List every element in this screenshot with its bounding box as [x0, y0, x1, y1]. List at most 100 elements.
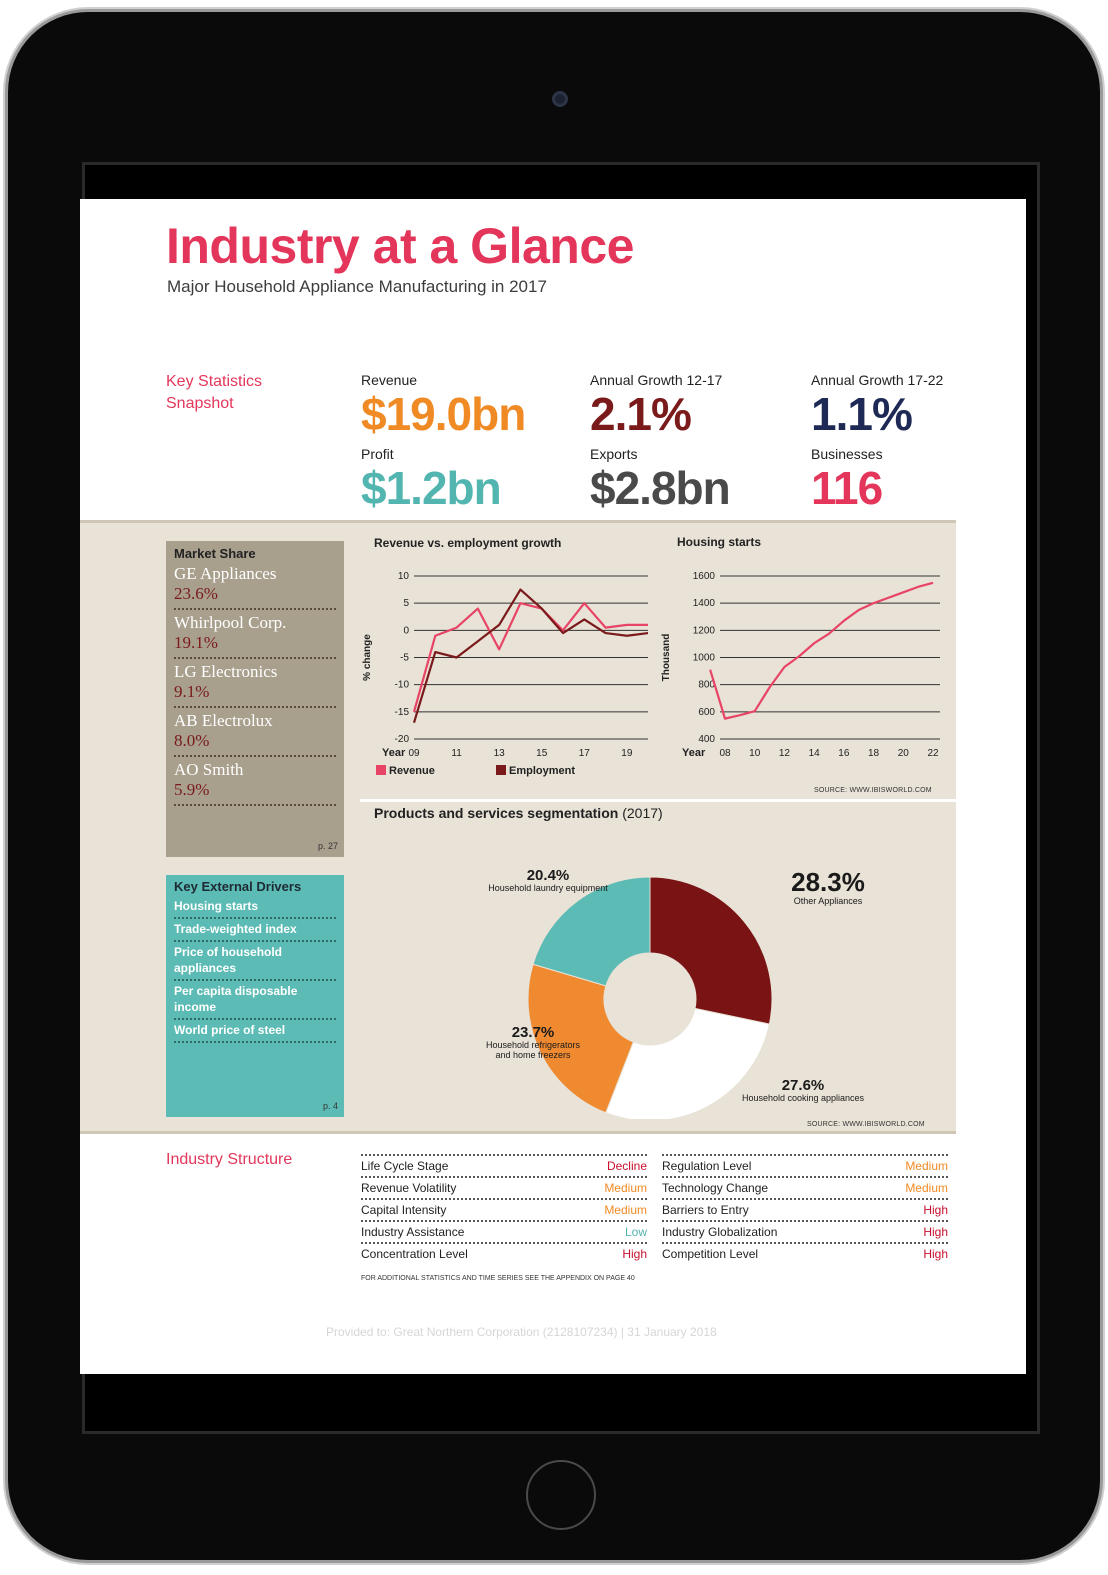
camera-icon [552, 91, 568, 107]
band-divider [360, 799, 956, 802]
y-tick-label: 5 [403, 598, 409, 609]
market-share-company: LG Electronics [174, 662, 278, 681]
slice-name-label: Household laundry equipment [488, 883, 608, 893]
market-share-title: Market Share [174, 546, 256, 561]
provided-to-watermark: Provided to: Great Northern Corporation … [326, 1325, 717, 1339]
y-tick-label: -5 [400, 653, 409, 664]
external-drivers-list: Housing starts Trade-weighted index Price … [174, 896, 336, 1043]
structure-level: High [923, 1247, 948, 1261]
y-tick-label: 1400 [693, 598, 716, 609]
housing-starts-chart: 1600 1400 1200 1000 800 600 400 Year 08 10 12 14 16 1… [661, 571, 940, 759]
slice-percent-label: 20.4% [527, 867, 570, 884]
industry-structure-row: Technology Change Medium [662, 1176, 948, 1198]
industry-structure-row: Barriers to Entry High [662, 1198, 948, 1220]
structure-metric: Competition Level [662, 1247, 759, 1261]
industry-structure-row: Industry Globalization High [662, 1220, 948, 1242]
slice-name-label: Other Appliances [794, 896, 863, 906]
market-share-item: AO Smith 5.9% [174, 757, 336, 806]
structure-level: High [622, 1247, 647, 1261]
industry-structure-row: Regulation Level Medium [662, 1154, 948, 1176]
home-button[interactable] [526, 1460, 596, 1530]
structure-metric: Regulation Level [662, 1159, 752, 1173]
market-share-item: LG Electronics 9.1% [174, 659, 336, 708]
stat-value: $1.2bn [361, 462, 502, 514]
x-tick-label: 09 [408, 748, 420, 759]
slice-name-label: Household cooking appliances [742, 1093, 865, 1103]
market-share-percent: 9.1% [174, 682, 210, 701]
industry-structure-row: Capital Intensity Medium [361, 1198, 647, 1220]
report-page: Industry at a Glance Major Household App… [80, 199, 1026, 1374]
market-share-item: AB Electrolux 8.0% [174, 708, 336, 757]
x-tick-label: 22 [927, 748, 939, 759]
key-statistics-label: Key Statistics Snapshot [166, 371, 316, 415]
key-statistics-label-line1: Key Statistics [166, 373, 263, 390]
external-drivers-title: Key External Drivers [174, 879, 302, 894]
page-subtitle: Major Household Appliance Manufacturing … [167, 277, 547, 296]
donut-slice [527, 963, 634, 1114]
structure-metric: Industry Assistance [361, 1225, 465, 1239]
market-share-page-ref: p. 27 [317, 841, 338, 851]
industry-structure-left-column: Life Cycle Stage Decline Revenue Volatilit… [361, 1154, 647, 1264]
market-share-company: GE Appliances [174, 564, 277, 583]
chart-title-housing-starts: Housing starts [677, 535, 762, 549]
market-share-company: AO Smith [174, 760, 244, 779]
market-share-company: AB Electrolux [174, 711, 273, 730]
stat-label: Annual Growth 12-17 [590, 372, 723, 388]
slice-name-label: and home freezers [495, 1050, 571, 1060]
legend-label: Employment [509, 765, 575, 777]
key-statistics-label-line2: Snapshot [166, 395, 234, 412]
segmentation-donut-chart: 28.3%Other Appliances 27.6%Household cook… [486, 867, 865, 1119]
x-tick-label: 18 [868, 748, 880, 759]
x-tick-label: 11 [451, 748, 462, 759]
y-tick-label: 600 [698, 707, 715, 718]
stat-growth-12-17: Annual Growth 12-17 2.1% [590, 372, 722, 440]
market-share-percent: 5.9% [174, 780, 210, 799]
industry-structure-row: Revenue Volatility Medium [361, 1176, 647, 1198]
stat-revenue: Revenue $19.0bn [361, 372, 526, 440]
y-tick-label: -15 [395, 707, 410, 718]
market-share-list: GE Appliances 23.6% Whirlpool Corp. 19.1% LG… [174, 561, 336, 806]
x-tick-label: 17 [579, 748, 591, 759]
stat-exports: Exports $2.8bn [590, 446, 731, 514]
market-share-percent: 19.1% [174, 633, 218, 652]
series-line [709, 581, 934, 720]
segmentation-title: Products and services segmentation (2017… [374, 805, 663, 821]
structure-metric: Life Cycle Stage [361, 1159, 449, 1173]
structure-level: Low [624, 1225, 647, 1239]
structure-level: High [923, 1203, 948, 1217]
structure-metric: Revenue Volatility [361, 1181, 457, 1195]
industry-structure-row: Industry Assistance Low [361, 1220, 647, 1242]
industry-structure-label: Industry Structure [166, 1151, 293, 1168]
market-share-item: GE Appliances 23.6% [174, 561, 336, 610]
chart-title-revenue-employment: Revenue vs. employment growth [374, 536, 562, 550]
structure-level: Medium [604, 1181, 647, 1195]
x-tick-label: 14 [809, 748, 821, 759]
slice-percent-label: 27.6% [782, 1077, 825, 1094]
stat-value: $19.0bn [361, 388, 526, 440]
appendix-footnote: FOR ADDITIONAL STATISTICS AND TIME SERIE… [361, 1275, 635, 1282]
industry-structure-right-column: Regulation Level Medium Technology Change M… [662, 1154, 948, 1264]
stat-value: $2.8bn [590, 462, 731, 514]
external-driver-item: Price of household appliances [174, 942, 336, 981]
slice-percent-label: 28.3% [791, 867, 865, 897]
y-tick-label: -20 [395, 734, 410, 745]
x-tick-label: 19 [621, 748, 633, 759]
structure-metric: Technology Change [662, 1181, 769, 1195]
donut-slice [649, 876, 773, 1025]
stat-growth-17-22: Annual Growth 17-22 1.1% [811, 372, 943, 440]
y-tick-label: 800 [698, 680, 715, 691]
external-drivers-page-ref: p. 4 [322, 1101, 338, 1111]
stat-value: 116 [811, 462, 883, 514]
x-tick-label: 20 [898, 748, 910, 759]
industry-structure-row: Concentration Level High [361, 1242, 647, 1264]
x-tick-label: 13 [494, 748, 506, 759]
stat-value: 1.1% [811, 388, 913, 440]
stat-label: Exports [590, 446, 638, 462]
structure-level: Medium [905, 1159, 948, 1173]
industry-structure-row: Competition Level High [662, 1242, 948, 1264]
y-axis-label: % change [362, 634, 373, 681]
external-driver-item: Trade-weighted index [174, 919, 336, 942]
external-driver-item: Per capita disposable income [174, 981, 336, 1020]
legend-label: Revenue [389, 765, 435, 777]
stat-label: Revenue [361, 372, 418, 388]
